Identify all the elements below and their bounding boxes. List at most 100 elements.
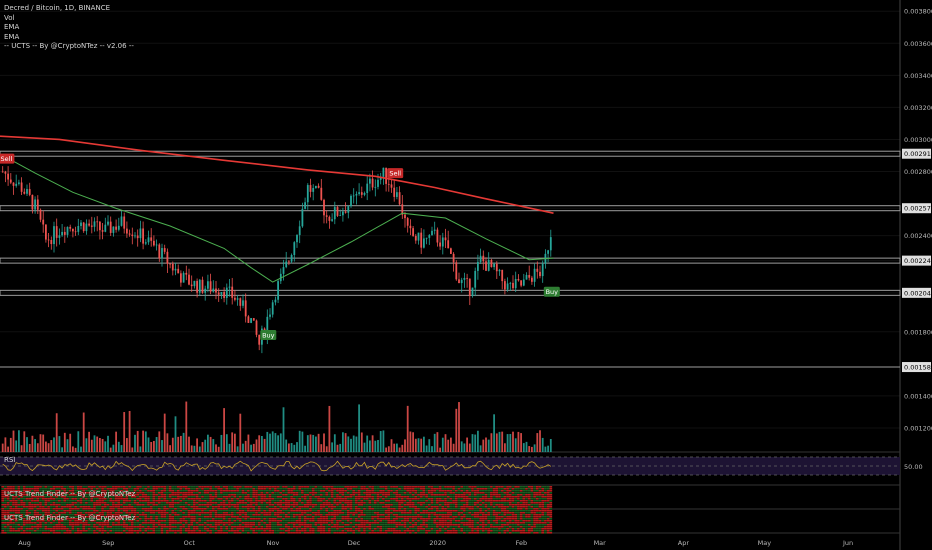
- trend-cell: [95, 522, 99, 524]
- trend-cell: [276, 498, 280, 500]
- trend-cell: [112, 496, 115, 498]
- trend-cell: [95, 494, 99, 496]
- candle-body: [236, 298, 239, 300]
- trend-cell: [90, 520, 94, 522]
- trend-cell: [538, 490, 542, 492]
- trend-cell: [206, 488, 210, 490]
- trend-cell: [522, 502, 526, 504]
- trend-cell: [179, 524, 183, 526]
- trend-cell: [17, 488, 21, 490]
- trend-cell: [74, 490, 77, 492]
- trend-cell: [25, 510, 29, 512]
- trend-cell: [382, 524, 385, 526]
- trend-cell: [287, 526, 291, 528]
- trend-cell: [247, 492, 250, 494]
- trend-cell: [492, 494, 496, 496]
- trend-cell: [179, 532, 183, 534]
- trend-cell: [90, 508, 94, 510]
- candle-body: [528, 274, 531, 278]
- trend-cell: [141, 516, 145, 518]
- trend-cell: [114, 494, 118, 496]
- trend-cell: [95, 508, 99, 510]
- candle-body: [533, 268, 536, 282]
- trend-cell: [152, 528, 156, 530]
- trend-cell: [279, 486, 283, 488]
- trend-cell: [39, 498, 42, 500]
- trend-cell: [39, 532, 42, 534]
- trend-cell: [144, 514, 148, 516]
- trend-cell: [109, 530, 113, 532]
- trend-cell: [508, 486, 512, 488]
- volume-bar: [223, 408, 225, 452]
- trend-cell: [292, 494, 296, 496]
- trend-cell: [409, 488, 412, 490]
- trend-cell: [473, 502, 477, 504]
- trend-cell: [409, 524, 412, 526]
- trend-cell: [425, 498, 428, 500]
- trend-cell: [12, 532, 15, 534]
- trend-cell: [411, 512, 415, 514]
- volume-bar: [460, 441, 463, 452]
- trend-cell: [152, 516, 156, 518]
- trend-cell: [12, 526, 15, 528]
- trend-cell: [333, 528, 337, 530]
- trend-cell: [417, 492, 420, 494]
- trend-cell: [17, 506, 21, 508]
- trend-cell: [128, 518, 131, 520]
- trend-cell: [500, 486, 504, 488]
- trend-cell: [430, 508, 434, 510]
- trend-cell: [490, 496, 493, 498]
- trend-cell: [257, 532, 261, 534]
- trend-cell: [384, 522, 388, 524]
- trend-cell: [31, 520, 34, 522]
- trend-cell: [406, 522, 410, 524]
- volume-bar: [23, 431, 26, 452]
- volume-bar: [136, 430, 139, 452]
- trend-cell: [355, 516, 358, 518]
- trend-cell: [125, 500, 129, 502]
- trend-cell: [322, 524, 326, 526]
- trend-cell: [257, 486, 261, 488]
- trend-cell: [373, 490, 377, 492]
- trend-cell: [209, 524, 212, 526]
- trend-cell: [106, 498, 110, 500]
- trend-cell: [263, 526, 266, 528]
- trend-cell: [14, 532, 18, 534]
- trend-cell: [376, 496, 380, 498]
- trend-cell: [274, 516, 277, 518]
- trend-cell: [114, 522, 118, 524]
- trend-cell: [309, 488, 312, 490]
- trend-cell: [244, 506, 248, 508]
- trend-cell: [260, 520, 264, 522]
- trend-cell: [495, 494, 499, 496]
- trend-cell: [171, 522, 175, 524]
- trend-cell: [500, 494, 504, 496]
- trend-cell: [82, 498, 86, 500]
- trend-cell: [322, 528, 326, 530]
- trend-cell: [533, 490, 536, 492]
- trend-cell: [60, 506, 64, 508]
- trend-cell: [166, 518, 169, 520]
- trend-cell: [287, 532, 291, 534]
- volume-bar: [282, 407, 285, 452]
- trend-cell: [274, 498, 277, 500]
- trend-cell: [157, 508, 161, 510]
- trend-cell: [166, 502, 169, 504]
- trend-cell: [44, 506, 48, 508]
- trend-cell: [144, 502, 148, 504]
- trend-cell: [22, 488, 26, 490]
- trend-cell: [95, 498, 99, 500]
- trend-cell: [260, 510, 264, 512]
- trend-cell: [279, 526, 283, 528]
- trend-cell: [355, 506, 358, 508]
- trend-cell: [454, 496, 458, 498]
- trend-cell: [492, 492, 496, 494]
- trend-cell: [163, 502, 167, 504]
- trend-cell: [101, 506, 104, 508]
- trend-cell: [130, 516, 134, 518]
- trend-cell: [500, 490, 504, 492]
- trend-cell: [403, 524, 407, 526]
- trend-cell: [444, 504, 447, 506]
- trend-cell: [328, 532, 331, 534]
